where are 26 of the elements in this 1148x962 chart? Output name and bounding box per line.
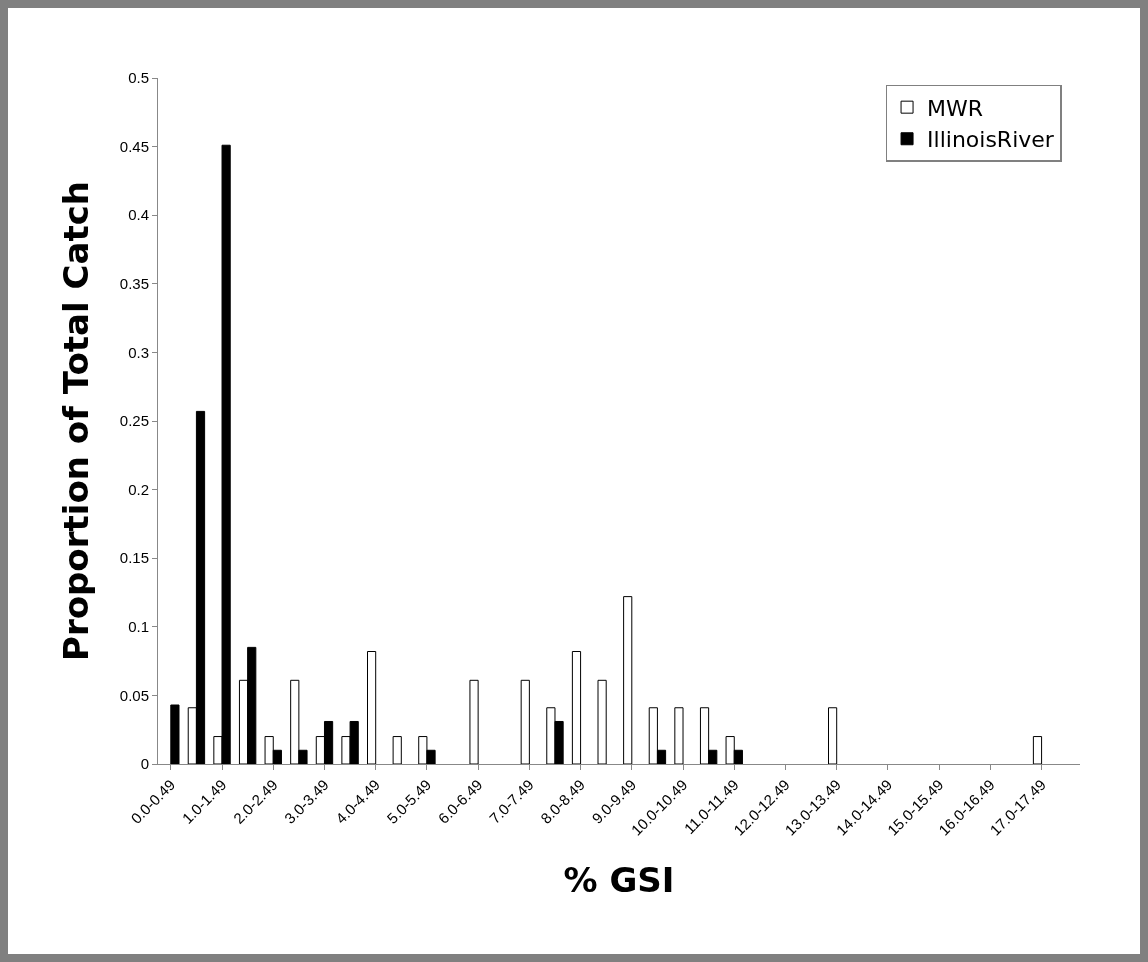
x-axis-title: % GSI (563, 859, 675, 900)
bar (597, 679, 607, 764)
y-tick-label: 0.45 (119, 137, 149, 155)
bar (520, 679, 530, 764)
bar (367, 651, 377, 764)
legend-label: MWR (927, 95, 984, 121)
y-tick-label: 0.3 (128, 343, 149, 361)
bar (674, 707, 684, 764)
y-tick-label: 0.25 (119, 412, 149, 430)
bar (571, 651, 582, 764)
y-tick-label: 0.15 (119, 549, 149, 567)
bar (828, 707, 838, 764)
y-tick-label: 0.4 (128, 206, 149, 224)
bar (170, 704, 180, 764)
bar (469, 679, 479, 764)
bar (1032, 736, 1043, 764)
y-tick-label: 0.5 (128, 69, 149, 87)
bar (623, 596, 633, 764)
y-axis-title: Proportion of Total Catch (56, 180, 97, 662)
y-tick-label: 0.2 (128, 480, 149, 498)
bar (392, 736, 402, 764)
y-tick-label: 0.05 (119, 686, 149, 704)
legend-label: IllinoisRiver (927, 127, 1055, 153)
y-tick-label: 0 (140, 755, 149, 773)
y-tick-label: 0.1 (128, 618, 149, 636)
y-tick-label: 0.35 (119, 275, 149, 293)
